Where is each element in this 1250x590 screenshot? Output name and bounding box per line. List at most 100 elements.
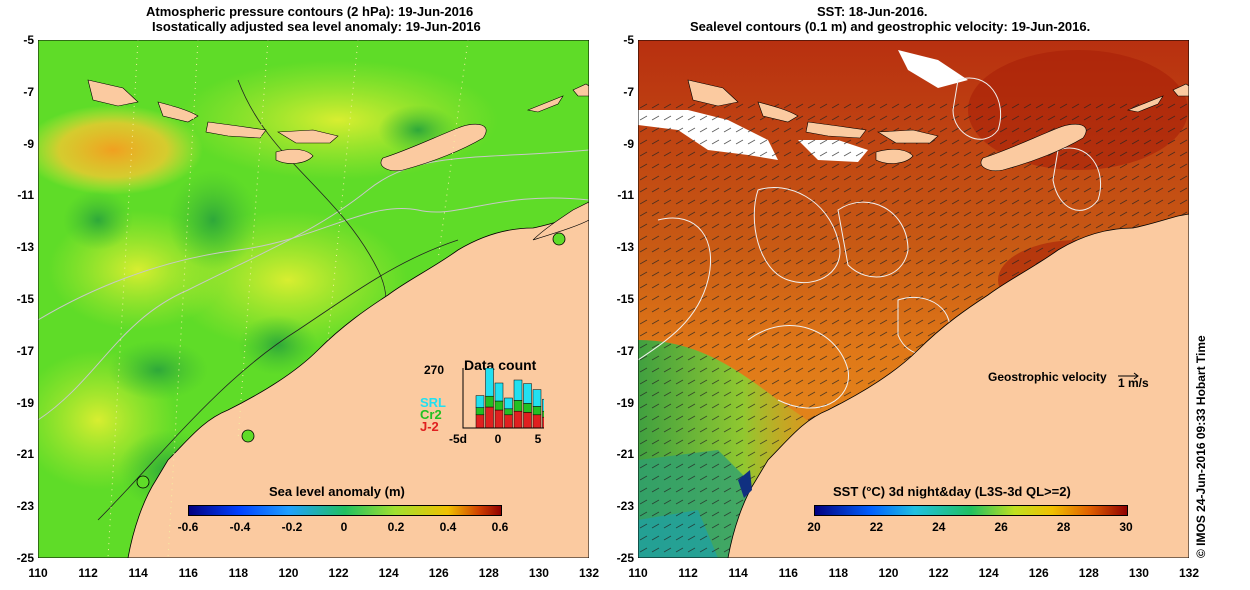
data-count-x-tick: 5 — [534, 432, 542, 446]
data-count-bar-segment — [523, 403, 532, 413]
lon-tick-label: 116 — [178, 566, 198, 580]
lon-tick-label: 114 — [728, 566, 748, 580]
lon-tick-label: 116 — [778, 566, 798, 580]
lon-tick-label: 122 — [328, 566, 349, 580]
right-timor-island — [980, 123, 1087, 171]
data-count-bar-segment — [542, 416, 544, 429]
velocity-scale-label: 1 m/s — [1118, 376, 1149, 390]
data-count-max: 270 — [424, 363, 445, 377]
colorbar-tick-label: 22 — [869, 520, 884, 534]
colorbar-tick-label: 30 — [1119, 520, 1133, 534]
lat-tick-label: -5 — [23, 33, 34, 47]
colorbar-tick-label: -0.6 — [177, 520, 199, 534]
colorbar-tick-label: 20 — [807, 520, 821, 534]
lon-tick-label: 114 — [128, 566, 148, 580]
lon-tick-label: 120 — [878, 566, 899, 580]
left-timor-island — [380, 123, 487, 171]
data-count-bar-segment — [494, 409, 504, 429]
lon-tick-label: 130 — [528, 566, 549, 580]
lat-tick-label: -9 — [23, 136, 34, 151]
lat-tick-label: -11 — [617, 188, 634, 203]
left-map — [38, 40, 589, 558]
colorbar-tick-label: 28 — [1056, 520, 1071, 534]
left-title-line2: Isostatically adjusted sea level anomaly… — [152, 19, 481, 34]
right-map-panel: Geostrophic velocity 1 m/s SST (°C) 3d n… — [638, 40, 1189, 558]
data-count-bar-segment — [523, 412, 532, 429]
data-count-bar-segment — [485, 395, 494, 408]
credit-text: © IMOS 24-Jun-2016 09:33 Hobart Time — [1194, 335, 1208, 558]
data-count-bar-segment — [532, 414, 542, 429]
lon-tick-label: 120 — [278, 566, 299, 580]
lat-tick-label: -21 — [16, 447, 34, 462]
left-colorbar-ticks: -0.6 -0.4 -0.2 0 0.2 0.4 0.6 — [178, 520, 509, 536]
data-count-axis — [462, 368, 544, 429]
lat-tick-label: -13 — [616, 240, 634, 255]
data-count-bar-segment — [475, 414, 485, 429]
data-count-bar-segment — [513, 379, 523, 401]
velocity-scale-arrow — [1118, 372, 1139, 380]
lon-tick-label: 128 — [1078, 566, 1099, 580]
data-count-legend-item: SRL — [420, 395, 446, 410]
colorbar-tick-label: 0.4 — [439, 520, 457, 534]
data-count-bar-segment — [523, 383, 532, 404]
right-colorbar — [814, 505, 1128, 516]
right-australia-landmass — [727, 213, 1189, 558]
lon-tick-label: 112 — [78, 566, 98, 580]
lon-tick-label: 132 — [1178, 566, 1200, 580]
lat-tick-label: -15 — [616, 292, 634, 306]
lat-tick-label: -7 — [623, 84, 634, 99]
data-count-bar-segment — [513, 400, 523, 412]
data-count-bar-segment — [475, 395, 485, 408]
lat-tick-label: -25 — [616, 551, 634, 565]
lat-tick-label: -13 — [16, 240, 34, 255]
lon-tick-label: 130 — [1128, 566, 1149, 580]
right-lon-axis: 110 112 114 116 118 120 122 124 126 128 130 132 — [628, 566, 1199, 582]
lat-tick-label: -17 — [616, 343, 634, 358]
colorbar-tick-label: 0 — [340, 520, 348, 534]
data-count-bar-segment — [485, 406, 494, 429]
lat-tick-label: -17 — [16, 343, 34, 358]
data-count-bar-segment — [532, 406, 542, 416]
data-count-chart — [462, 368, 544, 429]
data-count-legend-item: Cr2 — [420, 407, 442, 422]
colorbar-tick-label: 24 — [932, 520, 946, 534]
lon-tick-label: 112 — [678, 566, 698, 580]
lat-tick-label: -9 — [623, 136, 634, 151]
lon-tick-label: 122 — [928, 566, 949, 580]
lat-tick-label: -19 — [616, 395, 634, 410]
lat-tick-label: -19 — [16, 395, 34, 410]
right-lat-axis: -5 -7 -9 -11 -13 -15 -17 -19 -21 -23 -25 — [600, 33, 636, 565]
lon-tick-label: 128 — [478, 566, 499, 580]
lon-tick-label: 124 — [378, 566, 399, 580]
lat-tick-label: -5 — [623, 33, 634, 47]
lon-tick-label: 132 — [578, 566, 600, 580]
colorbar-tick-label: -0.2 — [281, 520, 303, 534]
lon-tick-label: 118 — [228, 566, 249, 580]
velocity-label: Geostrophic velocity — [988, 370, 1107, 384]
data-count-legend-item: J-2 — [420, 419, 439, 434]
lat-tick-label: -21 — [616, 447, 634, 462]
right-lesser-sunda-islands — [687, 79, 939, 144]
data-count-bar-segment — [532, 389, 542, 407]
left-lon-axis: 110 112 114 116 118 120 122 124 126 128 130 132 — [28, 566, 599, 582]
data-count-bar-segment — [542, 410, 544, 418]
data-count-bar-segment — [494, 382, 504, 402]
lon-tick-label: 118 — [828, 566, 849, 580]
lon-tick-label: 110 — [28, 566, 48, 580]
left-australia-landmass — [127, 213, 589, 558]
right-colorbar-label: SST (°C) 3d night&day (L3S-3d QL>=2) — [833, 484, 1071, 499]
left-title-line1: Atmospheric pressure contours (2 hPa): 1… — [146, 4, 474, 19]
lat-tick-label: -15 — [16, 292, 34, 306]
lat-tick-label: -23 — [616, 499, 634, 514]
lat-tick-label: -11 — [17, 188, 34, 203]
right-sumba-island — [875, 149, 914, 164]
data-count-bar-segment — [475, 407, 485, 416]
data-count-bar-segment — [494, 400, 504, 411]
lon-tick-label: 126 — [1028, 566, 1049, 580]
left-map-panel: Sea level anomaly (m) -0.6 -0.4 -0.2 0 0.2 0.… — [38, 40, 589, 558]
data-count-x-tick: -5d — [449, 432, 467, 446]
colorbar-tick-label: 0.2 — [387, 520, 405, 534]
colorbar-tick-label: 0.6 — [491, 520, 509, 534]
data-count-bar-segment — [504, 397, 513, 410]
left-lat-axis: -5 -7 -9 -11 -13 -15 -17 -19 -21 -23 -25 — [0, 33, 36, 565]
